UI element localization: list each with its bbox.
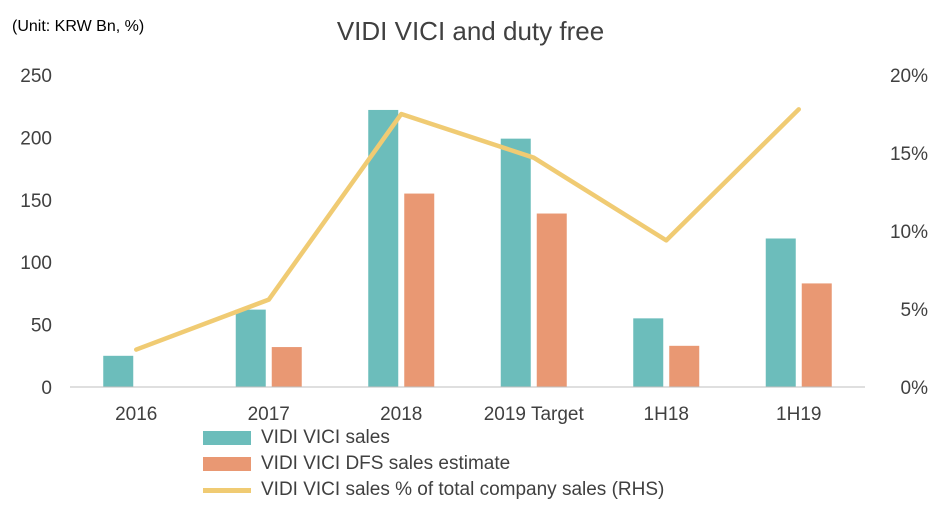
right-tick-label: 5% xyxy=(901,300,929,321)
chart-title: VIDI VICI and duty free xyxy=(336,16,605,46)
category-label: 2017 xyxy=(248,404,290,425)
legend-swatch-sales xyxy=(203,431,251,445)
left-tick-label: 0 xyxy=(41,378,52,399)
category-label: 1H18 xyxy=(644,404,689,425)
bar-dfs xyxy=(669,345,700,387)
legend-item-dfs: VIDI VICI DFS sales estimate xyxy=(203,451,664,477)
legend-label-dfs: VIDI VICI DFS sales estimate xyxy=(261,453,511,474)
legend-item-sales: VIDI VICI sales xyxy=(203,425,664,451)
right-tick-label: 0% xyxy=(901,378,929,399)
unit-note: (Unit: KRW Bn, %) xyxy=(12,18,145,35)
bar-dfs xyxy=(271,347,302,387)
left-tick-label: 150 xyxy=(20,191,52,212)
line-pct-total-sales xyxy=(134,107,801,352)
left-tick-label: 200 xyxy=(20,128,52,149)
right-tick-label: 20% xyxy=(890,66,928,87)
category-label: 2018 xyxy=(380,404,422,425)
bar-dfs xyxy=(404,193,435,387)
right-axis-ticks: 0% 5% 10% 15% 20% xyxy=(890,66,928,399)
left-tick-label: 50 xyxy=(31,316,52,337)
right-tick-label: 10% xyxy=(890,222,928,243)
right-tick-label: 15% xyxy=(890,144,928,165)
legend-item-pct: VIDI VICI sales % of total company sales… xyxy=(203,477,664,503)
category-labels: 2016 2017 2018 2019 Target 1H18 1H19 xyxy=(115,404,821,425)
bar-sales xyxy=(235,309,266,387)
bar-dfs xyxy=(536,213,567,387)
bar-sales xyxy=(500,138,531,387)
legend-swatch-dfs xyxy=(203,457,251,471)
left-axis-ticks: 0 50 100 150 200 250 xyxy=(20,66,52,399)
bar-sales xyxy=(103,355,134,387)
category-label: 1H19 xyxy=(776,404,821,425)
bar-sales xyxy=(633,318,664,387)
legend: VIDI VICI sales VIDI VICI DFS sales esti… xyxy=(203,425,664,503)
bar-sales xyxy=(765,238,796,387)
legend-line-pct xyxy=(203,487,251,493)
category-label: 2016 xyxy=(115,404,157,425)
legend-label-pct: VIDI VICI sales % of total company sales… xyxy=(261,479,665,500)
bar-dfs xyxy=(801,283,832,387)
left-tick-label: 100 xyxy=(20,253,52,274)
bars-group xyxy=(103,109,832,387)
legend-label-sales: VIDI VICI sales xyxy=(261,427,390,448)
category-label: 2019 Target xyxy=(484,404,585,425)
left-tick-label: 250 xyxy=(20,66,52,87)
line-series-group xyxy=(134,107,801,352)
